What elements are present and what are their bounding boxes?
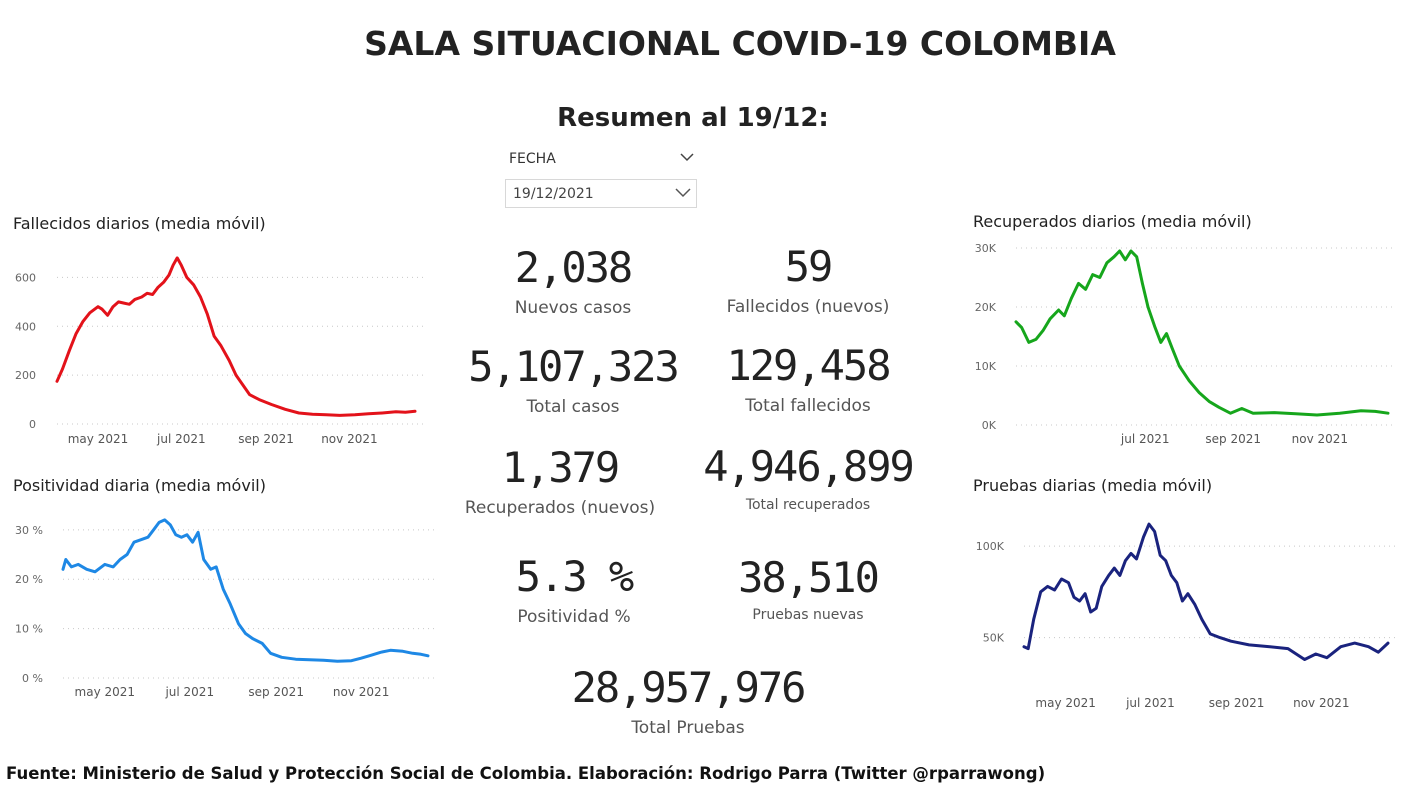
kpi-fallecidos-nuevos-label: Fallecidos (nuevos) [726,297,890,317]
x-tick-label: may 2021 [75,685,136,699]
x-tick-label: nov 2021 [333,685,389,699]
y-tick-label: 0 [29,418,36,431]
kpi-total-recuperados-label: Total recuperados [745,497,871,513]
x-tick-label: jul 2021 [156,432,206,446]
fallecidos-chart: Fallecidos diarios (media móvil) 0 200 400 6… [13,214,423,446]
kpi-total-pruebas-label: Total Pruebas [631,718,745,738]
chart-title: Pruebas diarias (media móvil) [973,476,1212,495]
x-tick-label: may 2021 [68,432,129,446]
kpi-pruebas-nuevas-label: Pruebas nuevas [752,607,864,623]
y-tick-label: 30 % [15,524,43,537]
page-subtitle: Resumen al 19/12: [557,103,829,133]
y-tick-label: 0K [982,419,997,432]
kpi-fallecidos-nuevos-value: 59 [784,242,834,291]
x-tick-label: nov 2021 [1292,432,1348,446]
kpi-total-pruebas-value: 28,957,976 [571,663,807,712]
y-tick-label: 30K [975,242,997,255]
fecha-select[interactable]: 19/12/2021 [505,179,697,208]
source-footer: Fuente: Ministerio de Salud y Protección… [6,764,1046,783]
y-tick-label: 20K [975,301,997,314]
pruebas-chart: Pruebas diarias (media móvil) 50K 100K may … [973,476,1396,710]
y-tick-label: 20 % [15,573,43,586]
kpi-nuevos-casos-value: 2,038 [514,243,633,292]
recuperados-series-line [1014,249,1390,417]
x-tick-label: sep 2021 [238,432,294,446]
kpi-total-fallecidos-value: 129,458 [726,341,891,390]
x-tick-label: sep 2021 [1209,696,1265,710]
kpi-total-casos-label: Total casos [526,397,620,417]
x-tick-label: jul 2021 [1125,696,1175,710]
x-tick-label: sep 2021 [1205,432,1261,446]
x-tick-label: nov 2021 [1293,696,1349,710]
x-tick-label: jul 2021 [1120,432,1170,446]
y-tick-label: 10 % [15,623,43,636]
kpi-positividad-label: Positividad % [517,607,631,627]
chart-title: Positividad diaria (media móvil) [13,476,266,495]
x-tick-label: jul 2021 [164,685,214,699]
x-tick-label: sep 2021 [248,685,304,699]
y-tick-label: 10K [975,360,997,373]
kpi-recuperados-nuevos-value: 1,379 [501,443,620,492]
chevron-down-icon[interactable] [680,152,694,162]
recuperados-chart: Recuperados diarios (media móvil) 0K 10K 20… [973,212,1396,446]
kpi-recuperados-nuevos-label: Recuperados (nuevos) [464,498,656,518]
y-tick-label: 200 [15,369,36,382]
y-tick-label: 600 [15,271,36,284]
kpi-total-casos-value: 5,107,323 [468,342,680,391]
y-tick-label: 0 % [22,672,43,685]
page-title: SALA SITUACIONAL COVID-19 COLOMBIA [364,24,1116,63]
fecha-filter-label: FECHA [509,151,556,167]
y-tick-label: 50K [983,632,1005,645]
x-tick-label: nov 2021 [321,432,377,446]
chart-title: Fallecidos diarios (media móvil) [13,214,266,233]
positividad-series-line [61,518,430,663]
chevron-down-icon[interactable] [675,186,691,198]
y-tick-label: 100K [976,540,1005,553]
kpi-total-fallecidos-label: Total fallecidos [745,396,871,416]
kpi-total-recuperados-value: 4,946,899 [703,442,915,491]
kpi-pruebas-nuevas-value: 38,510 [738,553,880,602]
kpi-nuevos-casos-label: Nuevos casos [514,298,632,318]
chart-title: Recuperados diarios (media móvil) [973,212,1252,231]
positividad-chart: Positividad diaria (media móvil) 0 % 10 % 2… [13,476,436,699]
y-tick-label: 400 [15,320,36,333]
fecha-select-value: 19/12/2021 [513,186,594,202]
kpi-positividad-value: 5.3 % [515,552,634,601]
x-tick-label: may 2021 [1035,696,1096,710]
fallecidos-series-line [55,256,417,417]
pruebas-series-line [1022,522,1390,661]
